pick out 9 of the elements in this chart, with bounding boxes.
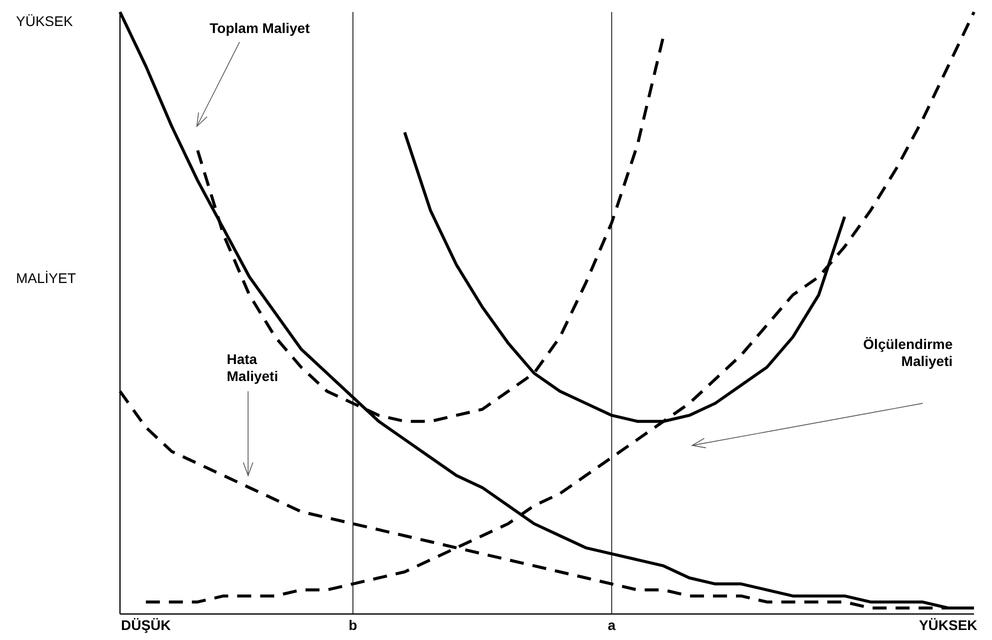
annotation: Hata Maliyeti — [226, 351, 278, 384]
x-tick-label: a — [608, 617, 616, 633]
annotation: Toplam Maliyet — [210, 20, 310, 36]
x-tick-label: b — [348, 617, 358, 633]
annotation: Ölçülendirme Maliyeti — [863, 336, 953, 370]
text: YÜKSEK — [16, 13, 74, 29]
y-axis-title: MALİYET — [16, 270, 76, 286]
x-tick-label: YÜKSEK — [918, 617, 978, 633]
x-tick-label: DÜŞÜK — [120, 617, 171, 633]
